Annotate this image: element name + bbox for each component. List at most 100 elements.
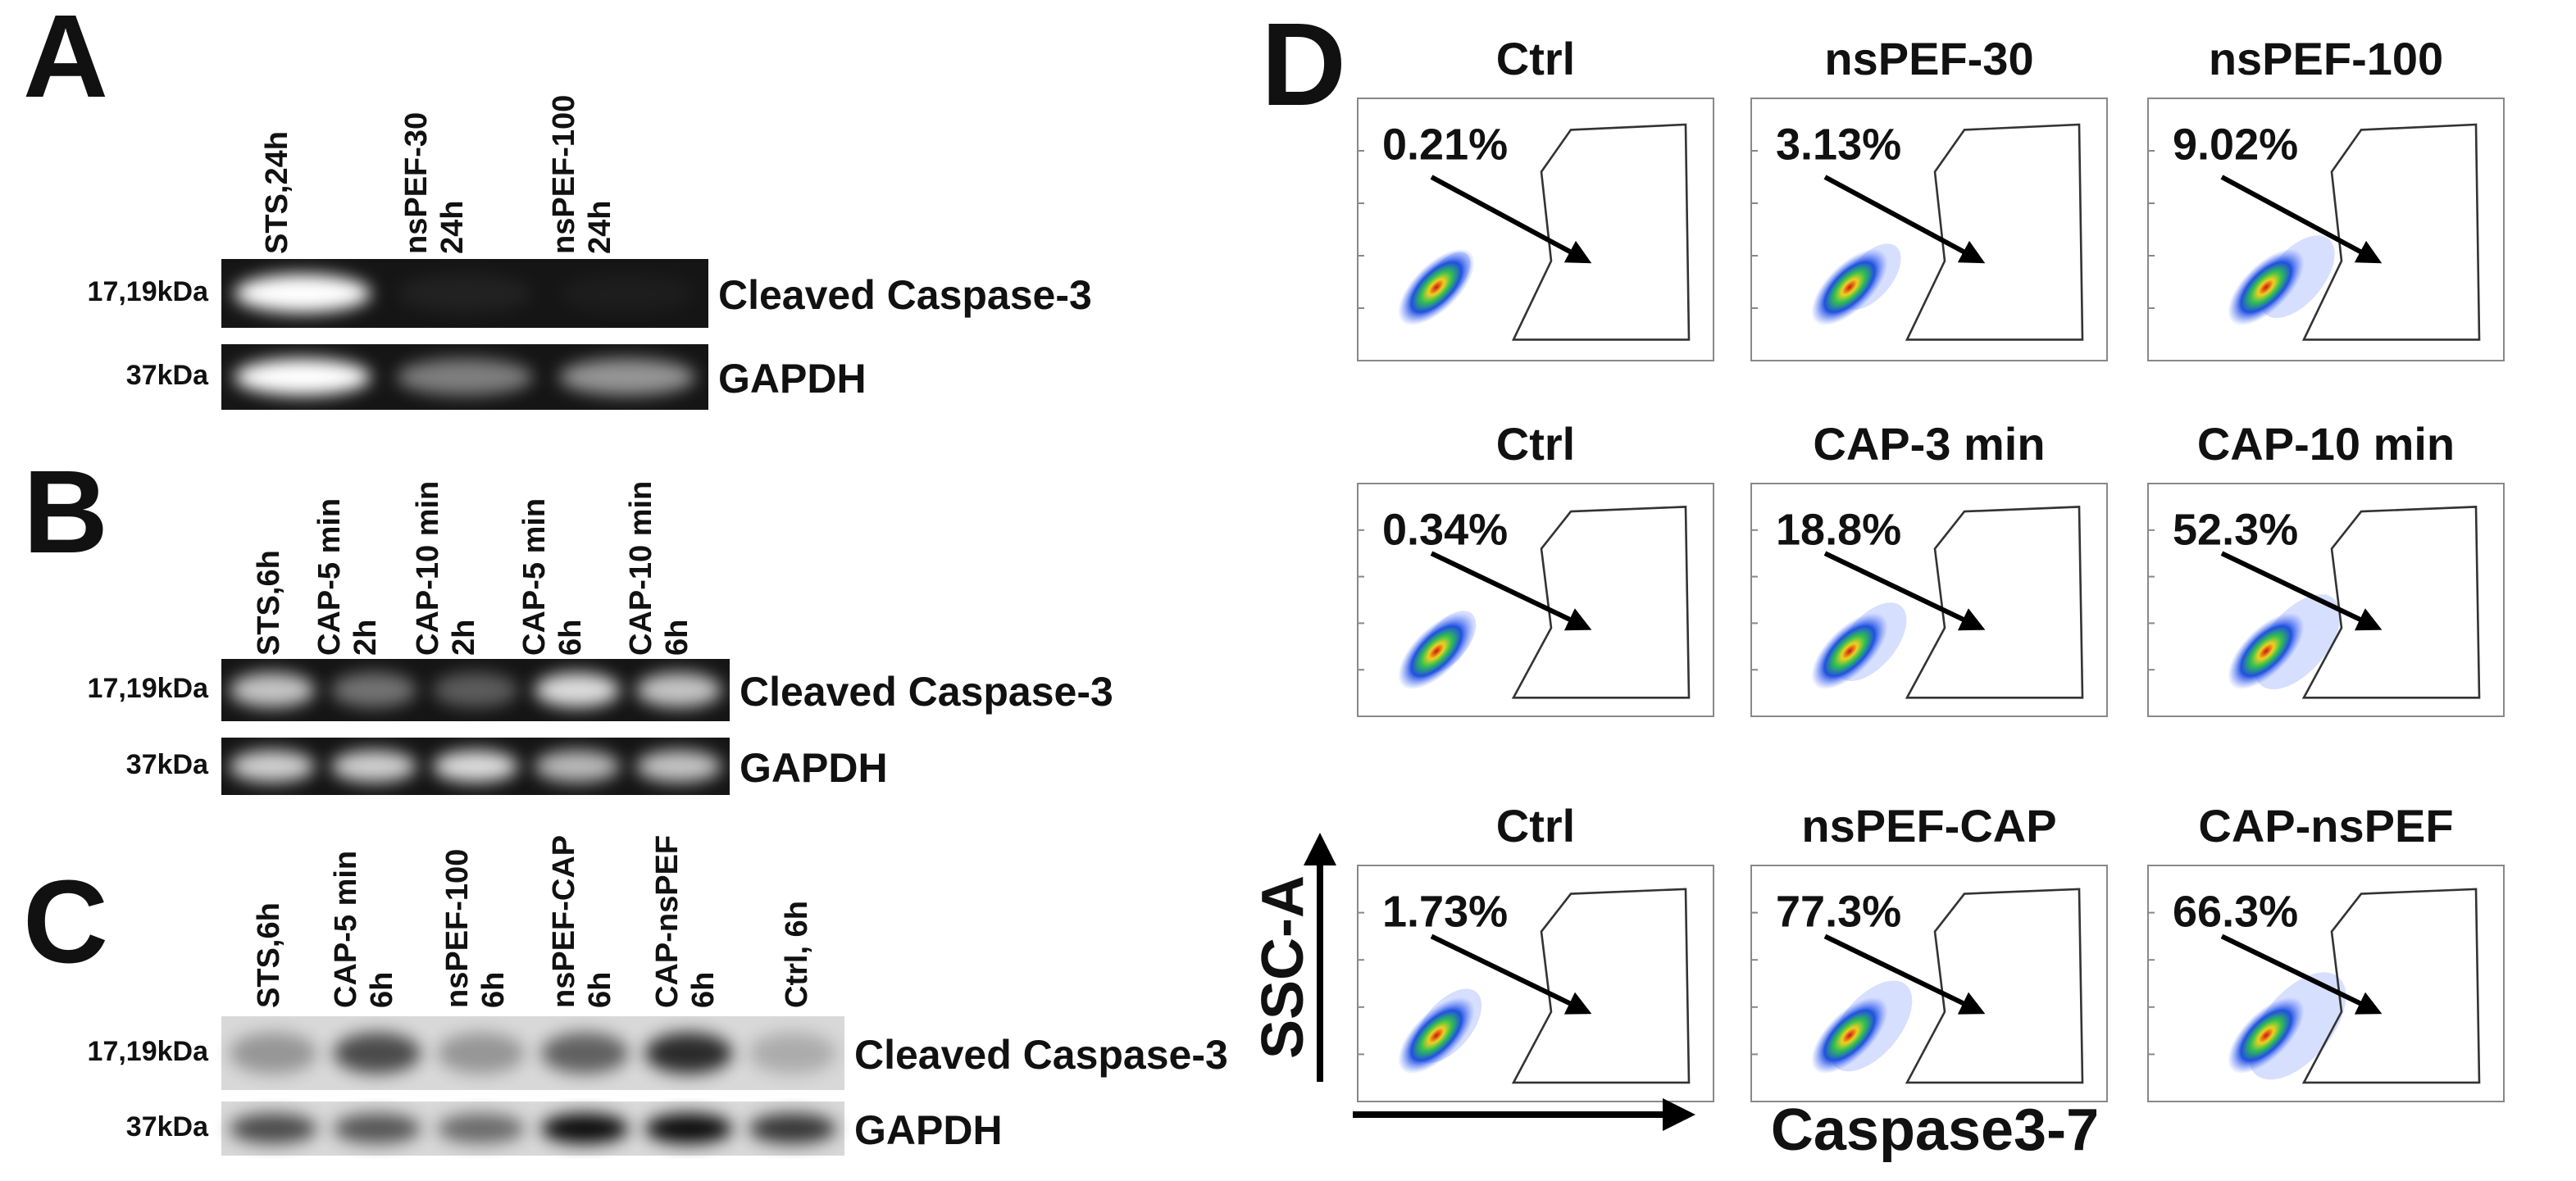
band [396, 274, 534, 313]
band [749, 1113, 836, 1144]
lane-label: 2h [348, 620, 383, 656]
plot-frame [1750, 865, 2108, 1102]
cell-density [1811, 997, 1888, 1074]
plot-title: nsPEF-100 [2209, 33, 2443, 84]
cell-density [2228, 612, 2305, 690]
band [541, 1032, 629, 1074]
lane-label: CAP-nsPEF [650, 835, 685, 1008]
band-label: GAPDH [854, 1107, 1003, 1153]
band-label: Cleaved Caspase-3 [854, 1032, 1228, 1078]
gate [1905, 506, 2084, 699]
lane-label: CAP-5 min [517, 498, 552, 656]
lane-label: CAP-5 min [312, 498, 347, 656]
band [333, 1032, 421, 1074]
arrow [1430, 551, 1592, 631]
gate [1511, 888, 1691, 1084]
gate [2301, 888, 2481, 1084]
arrow [1430, 933, 1592, 1015]
band [432, 672, 519, 708]
gate-percent: 77.3% [1776, 887, 1901, 936]
lane-label: 6h [476, 972, 511, 1008]
plot-frame [1750, 98, 2108, 361]
lane-label: 6h [365, 972, 399, 1008]
lane-label: nsPEF-30 [399, 112, 434, 254]
panel-letter: B [23, 446, 108, 578]
lane-label: 6h [583, 972, 617, 1008]
blot [221, 1102, 844, 1156]
band [534, 750, 621, 783]
band [541, 1113, 629, 1144]
plot-title: Ctrl [1496, 418, 1575, 470]
band [229, 672, 316, 708]
plot-title: CAP-nsPEF [2198, 800, 2453, 852]
lane-label: nsPEF-100 [440, 849, 475, 1008]
band [635, 672, 722, 708]
band [635, 750, 722, 783]
lane-label: CAP-10 min [411, 481, 445, 656]
gate [1511, 123, 1691, 341]
x-axis-label: Caspase3-7 [1771, 1097, 2099, 1163]
panel-letter: D [1261, 0, 1346, 130]
band [333, 1113, 421, 1144]
plot-title: nsPEF-30 [1824, 33, 2033, 84]
band-label: Cleaved Caspase-3 [740, 669, 1113, 715]
band [330, 750, 417, 783]
arrow [1430, 175, 1592, 264]
plot-title: Ctrl [1496, 33, 1575, 84]
lane-label: 6h [686, 972, 721, 1008]
plot-title: nsPEF-CAP [1801, 800, 2056, 852]
gate-percent: 52.3% [2173, 505, 2298, 554]
band-label: GAPDH [740, 745, 888, 791]
plot-frame [1750, 483, 2108, 717]
lane-label: 6h [553, 620, 588, 656]
band [230, 1032, 317, 1074]
plot-title: CAP-3 min [1813, 418, 2045, 470]
gate-percent: 18.8% [1776, 505, 1901, 554]
band [234, 274, 371, 313]
plot-title: CAP-10 min [2197, 418, 2455, 470]
band [234, 358, 371, 396]
gate [2301, 123, 2481, 341]
plot-title: Ctrl [1496, 800, 1575, 852]
band-label: GAPDH [718, 356, 867, 402]
marker-label: 37kDa [126, 360, 209, 391]
band [229, 750, 316, 783]
plot-frame [2147, 483, 2505, 717]
plot-frame [2147, 98, 2505, 361]
arrow [1823, 551, 1986, 631]
panel-letter: A [23, 0, 108, 122]
band [437, 1032, 525, 1074]
lane-label: 2h [447, 620, 481, 656]
band [330, 672, 417, 708]
arrow [2220, 933, 2383, 1015]
band [437, 1113, 525, 1144]
band [559, 274, 695, 312]
blot [221, 1016, 844, 1090]
band-label: Cleaved Caspase-3 [718, 272, 1092, 318]
gate-percent: 1.73% [1382, 887, 1508, 936]
gate-percent: 0.34% [1382, 505, 1508, 554]
band [396, 358, 534, 396]
lane-label: Ctrl, 6h [780, 901, 814, 1008]
band [534, 672, 621, 708]
lane-label: STS,24h [260, 131, 294, 254]
lane-label: STS,6h [252, 550, 286, 656]
gate-percent: 3.13% [1776, 120, 1901, 169]
arrow [2220, 551, 2383, 631]
marker-label: 37kDa [126, 749, 209, 780]
lane-label: 24h [583, 201, 617, 254]
gate-percent: 9.02% [2173, 120, 2298, 169]
band [432, 750, 519, 783]
plot-frame [2147, 865, 2505, 1102]
panel-letter: C [23, 856, 108, 988]
band [644, 1032, 733, 1074]
gate-percent: 0.21% [1382, 120, 1508, 169]
gate [1511, 506, 1691, 699]
lane-label: CAP-10 min [624, 481, 658, 656]
marker-label: 17,19kDa [88, 1036, 210, 1067]
gate [1905, 888, 2084, 1084]
cell-density [1811, 248, 1888, 326]
band [230, 1113, 317, 1144]
cell-density [2228, 997, 2305, 1074]
